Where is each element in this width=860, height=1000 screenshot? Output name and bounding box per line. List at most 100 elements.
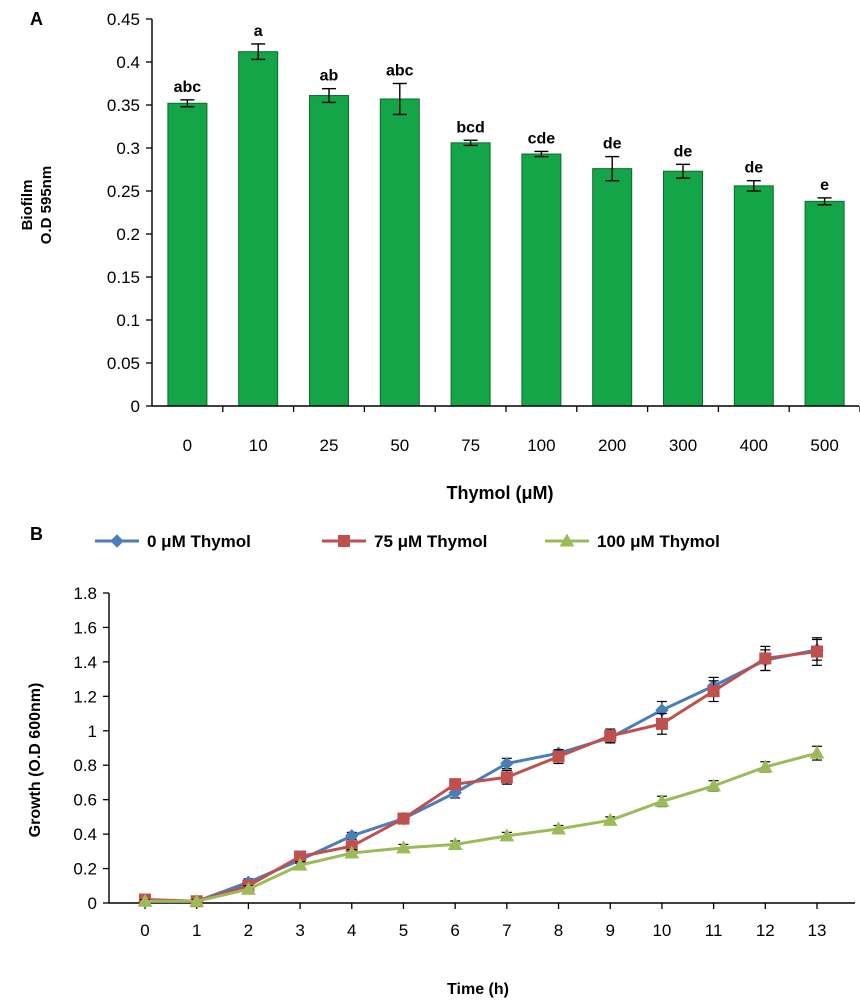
data-point-square	[707, 685, 720, 698]
data-point-square	[449, 778, 462, 791]
panel-b-legend: 0 μM Thymol 75 μM Thymol 100 μM Thymol	[95, 532, 720, 551]
y-tick-label: 0.1	[116, 311, 140, 330]
panel-b-line-chart: B 0 μM Thymol 75 μM Thymol 100 μM Thymol G…	[27, 524, 855, 998]
x-tick-label: 4	[347, 921, 356, 940]
significance-letter: de	[674, 143, 693, 160]
y-tick-label: 1.4	[73, 653, 97, 672]
series-line	[144, 650, 818, 903]
panel-b-x-axis-label: Time (h)	[447, 981, 509, 998]
bar	[521, 153, 562, 407]
series-0	[138, 638, 824, 908]
data-point-square	[604, 729, 617, 742]
data-point-square	[655, 717, 668, 730]
panel-a-y-axis-label: Biofilm O.D 595nm	[19, 166, 55, 244]
y-tick-label: 0.8	[73, 756, 97, 775]
x-tick-label: 25	[320, 436, 339, 455]
panel-b-x-ticks: 0 1 2 3 4 5 6 7 8 9 10 11 12 13	[140, 903, 826, 940]
x-tick-label: 300	[669, 436, 697, 455]
data-point-triangle	[757, 759, 773, 773]
x-tick-label: 5	[399, 921, 408, 940]
series-1	[139, 637, 823, 908]
panel-b-y-ticks: 0 0.2 0.4 0.6 0.8 1 1.2 1.4 1.6 1.8	[73, 584, 109, 913]
x-tick-label: 2	[244, 921, 253, 940]
data-point-triangle	[344, 845, 360, 859]
x-tick-label: 1	[192, 921, 201, 940]
x-tick-label: 200	[598, 436, 626, 455]
panel-a-y-ticks: 0 0.05 0.1 0.15 0.2 0.25 0.3 0.35 0.4 0.45	[107, 10, 152, 416]
panel-a-label: A	[30, 9, 43, 29]
y-tick-label: 0	[88, 894, 97, 913]
panel-a-bars	[167, 51, 845, 407]
significance-letter: bcd	[456, 119, 484, 136]
data-point-triangle	[706, 778, 721, 792]
significance-letter: de	[603, 136, 622, 153]
data-point-diamond	[345, 829, 359, 843]
x-tick-label: 6	[450, 921, 459, 940]
x-tick-label: 50	[390, 436, 409, 455]
data-point-triangle	[189, 893, 205, 907]
significance-letter: a	[254, 23, 263, 40]
significance-letter: cde	[528, 130, 556, 147]
bar	[804, 200, 845, 407]
legend-entry: 100 μM Thymol	[597, 532, 720, 551]
x-tick-label: 7	[502, 921, 511, 940]
panel-b-y-axis-label: Growth (O.D 600nm)	[27, 683, 44, 838]
panel-a-x-ticks: 0 10 25 50 75 100 200 300 400 500	[183, 406, 860, 455]
y-tick-label: 0.15	[107, 268, 140, 287]
x-tick-label: 8	[554, 921, 563, 940]
x-tick-label: 11	[705, 921, 723, 940]
x-tick-label: 100	[527, 436, 555, 455]
y-tick-label: 0.3	[116, 139, 140, 158]
series-2	[137, 745, 825, 907]
panel-a-bar-chart: A Biofilm O.D 595nm 00.050.10.150.20.250…	[19, 9, 860, 503]
data-point-square	[338, 535, 350, 547]
x-tick-label: 10	[652, 921, 671, 940]
data-point-triangle	[809, 745, 825, 759]
data-point-triangle	[241, 881, 256, 895]
significance-letter: ab	[320, 68, 339, 85]
significance-letter: abc	[386, 63, 414, 80]
data-point-square	[759, 652, 772, 665]
x-tick-label: 400	[740, 436, 768, 455]
x-tick-label: 500	[810, 436, 838, 455]
data-point-square	[552, 750, 565, 763]
panel-a-x-axis-label: Thymol (μM)	[447, 483, 554, 503]
data-point-square	[500, 771, 513, 784]
y-tick-label: 0.45	[107, 10, 140, 29]
bar	[663, 170, 703, 407]
panel-b-label: B	[30, 524, 43, 544]
y-axis-label-line-1: Biofilm	[19, 180, 36, 231]
y-tick-label: 1.2	[73, 687, 97, 706]
y-tick-label: 1.6	[73, 618, 97, 637]
data-point-triangle	[551, 821, 566, 835]
y-axis-label-line-2: O.D 595nm	[38, 166, 55, 244]
panel-b-series	[137, 637, 825, 908]
data-point-triangle	[654, 793, 670, 807]
x-tick-label: 75	[461, 436, 480, 455]
y-tick-label: 1	[88, 722, 97, 741]
bar	[592, 168, 633, 407]
panel-a-significance-letters: abc a ab abc bcd cde de de de e	[174, 23, 830, 194]
y-tick-label: 0.2	[73, 860, 97, 879]
bar	[238, 51, 279, 407]
data-point-diamond	[500, 756, 514, 771]
y-tick-label: 0.25	[107, 182, 140, 201]
bar	[379, 98, 420, 407]
data-point-triangle	[292, 857, 308, 871]
bar	[309, 95, 349, 407]
y-tick-label: 0.4	[116, 53, 140, 72]
x-tick-label: 3	[295, 921, 304, 940]
x-tick-label: 0	[140, 921, 149, 940]
panel-b-axes	[108, 593, 855, 904]
bar	[167, 102, 208, 407]
data-point-triangle	[447, 836, 463, 850]
y-tick-label: 1.8	[73, 584, 97, 603]
y-tick-label: 0.35	[107, 96, 140, 115]
data-point-triangle	[499, 828, 515, 842]
significance-letter: de	[744, 160, 763, 177]
legend-entry: 0 μM Thymol	[147, 532, 251, 551]
y-tick-label: 0	[131, 397, 140, 416]
y-tick-label: 0.05	[107, 354, 140, 373]
x-tick-label: 10	[249, 436, 268, 455]
